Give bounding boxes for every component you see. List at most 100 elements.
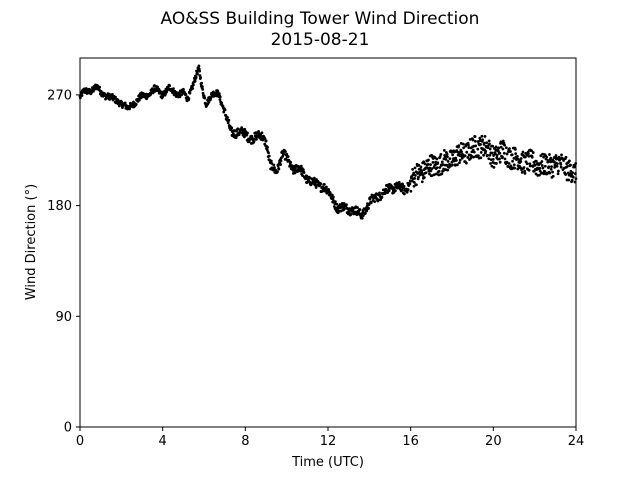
data-point — [422, 160, 426, 164]
data-point — [349, 213, 353, 216]
data-point — [527, 154, 531, 158]
data-point — [420, 180, 424, 184]
data-point — [192, 83, 195, 87]
data-point — [522, 166, 526, 169]
data-point — [299, 164, 303, 168]
data-point — [108, 98, 112, 101]
data-point — [507, 162, 511, 165]
data-point — [573, 165, 577, 169]
data-point — [472, 155, 476, 159]
data-point — [409, 189, 413, 193]
data-point — [421, 173, 425, 177]
data-point — [443, 155, 447, 159]
data-point — [149, 93, 153, 96]
data-point — [269, 159, 273, 163]
data-point — [364, 211, 367, 215]
data-point — [569, 163, 572, 167]
data-point — [218, 95, 222, 99]
data-point — [188, 91, 192, 95]
data-point — [477, 154, 480, 158]
data-point — [554, 154, 558, 157]
data-point — [335, 202, 339, 206]
data-point — [423, 162, 427, 166]
chart-title: AO&SS Building Tower Wind Direction — [161, 9, 480, 29]
data-point — [460, 150, 463, 154]
data-point — [302, 171, 306, 174]
data-point — [506, 165, 510, 168]
data-point — [503, 143, 507, 147]
data-point — [128, 107, 132, 111]
data-point — [446, 155, 449, 159]
data-point — [543, 164, 547, 168]
data-point — [422, 176, 426, 179]
data-point — [365, 209, 369, 213]
data-point — [415, 183, 418, 187]
data-point — [435, 157, 439, 161]
data-point — [218, 98, 222, 101]
data-point — [516, 155, 519, 158]
data-point — [490, 151, 494, 155]
data-point — [373, 200, 377, 204]
data-point — [487, 139, 491, 143]
data-point — [80, 94, 84, 97]
data-point — [199, 76, 203, 79]
data-point — [467, 143, 470, 147]
data-point — [470, 154, 473, 158]
data-point — [294, 166, 297, 170]
data-point — [480, 134, 484, 138]
data-point — [260, 131, 264, 135]
data-point — [134, 102, 138, 106]
data-point — [519, 157, 523, 160]
data-point — [246, 131, 249, 135]
data-point — [492, 166, 496, 169]
data-point — [479, 142, 482, 146]
data-point — [342, 207, 346, 211]
x-tick-label: 16 — [402, 434, 419, 449]
data-point — [286, 155, 290, 158]
data-point — [408, 182, 412, 186]
data-point — [325, 185, 328, 189]
data-point — [450, 163, 454, 167]
data-point — [473, 135, 477, 139]
data-point — [402, 192, 406, 196]
data-point — [564, 155, 568, 159]
x-axis-ticks: 0 4 8 12 16 20 24 — [76, 427, 584, 449]
data-point — [406, 188, 410, 191]
data-point — [512, 157, 516, 160]
data-point — [438, 166, 442, 169]
data-point — [483, 134, 487, 138]
data-point — [467, 146, 471, 149]
data-point — [551, 174, 555, 178]
data-point — [266, 145, 269, 149]
data-point — [498, 157, 501, 161]
data-point — [402, 184, 406, 188]
data-point — [430, 153, 433, 157]
data-point — [555, 162, 559, 166]
data-point — [200, 85, 204, 89]
data-point — [528, 164, 532, 168]
data-point — [182, 87, 185, 91]
data-point — [557, 169, 560, 173]
data-point — [438, 155, 442, 158]
data-point — [527, 152, 530, 156]
data-point — [549, 167, 553, 171]
data-point — [458, 158, 462, 162]
data-point — [459, 153, 462, 157]
plot-frame — [79, 57, 577, 428]
data-point — [479, 156, 483, 160]
data-point — [466, 155, 470, 159]
data-point — [490, 164, 494, 168]
data-point — [277, 167, 281, 171]
data-point — [564, 173, 568, 176]
x-tick-label: 12 — [320, 434, 337, 449]
data-point — [437, 169, 441, 173]
data-point — [427, 158, 430, 162]
data-point — [462, 146, 466, 150]
data-point — [293, 171, 297, 175]
data-point — [454, 156, 458, 160]
data-point — [299, 169, 302, 173]
data-point — [196, 72, 199, 76]
data-point — [378, 191, 381, 195]
data-point — [489, 162, 492, 165]
data-point — [191, 87, 195, 90]
